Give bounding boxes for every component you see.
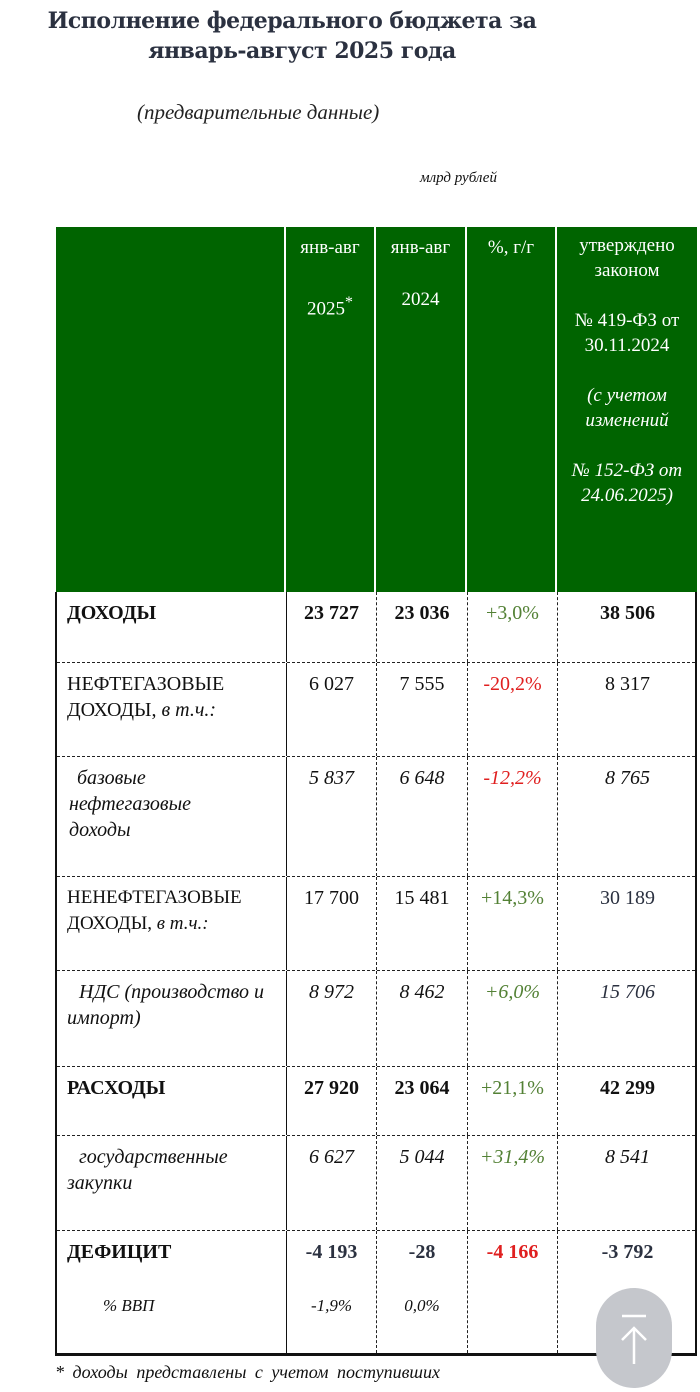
value-law: 8 765 (605, 767, 650, 789)
value-2025: 23 727 (287, 592, 377, 662)
value-2024: 5 044 (377, 1136, 468, 1230)
value-2025: 5 837 (287, 757, 377, 876)
arrow-up-to-top-icon (621, 1314, 647, 1364)
header-yoy: %, г/г (467, 227, 555, 592)
header-2024: янв-авг 2024 (376, 227, 465, 592)
value-2024: 15 481 (377, 877, 468, 970)
value-yoy: +6,0% (468, 971, 558, 1066)
table-row: базовые нефтегазовые доходы 5 837 6 648 … (57, 756, 695, 876)
subtitle: (предварительные данные) (137, 100, 380, 124)
value-2024: 8 462 (377, 971, 468, 1066)
value-yoy: +21,1% (468, 1067, 558, 1135)
row-label: государственные закупки (57, 1136, 287, 1230)
value-law: -3 792 (601, 1241, 654, 1263)
table-row: государственные закупки 6 627 5 044 +31,… (57, 1135, 695, 1230)
scroll-to-top-button[interactable] (596, 1288, 672, 1388)
value-law: 15 706 (600, 981, 655, 1003)
header-2025: янв-авг 2025* (286, 227, 374, 592)
header-law: утверждено законом № 419-ФЗ от 30.11.202… (557, 227, 697, 592)
units-label: млрд рублей (420, 170, 497, 186)
row-label: НДС (производство и импорт) (57, 971, 287, 1066)
table-row: НЕНЕФТЕГАЗОВЫЕ ДОХОДЫ, в т.ч.: 17 700 15… (57, 876, 695, 970)
footnote: * доходы представлены с учетом поступивш… (55, 1362, 440, 1382)
value-law: 8 317 (605, 673, 650, 695)
row-label: базовые нефтегазовые доходы (57, 757, 287, 876)
value-2025: 17 700 (287, 877, 377, 970)
value-2025: 6 627 (287, 1136, 377, 1230)
table-row: ДОХОДЫ 23 727 23 036 +3,0% 38 506 (57, 592, 695, 662)
value-yoy: +3,0% (468, 592, 558, 662)
table-row: ДЕФИЦИТ% ВВП -4 193 -1,9% -28 0,0% -4 166 … (57, 1230, 695, 1353)
value-2025: -4 193 -1,9% (287, 1231, 377, 1353)
row-label: НЕНЕФТЕГАЗОВЫЕ ДОХОДЫ, в т.ч.: (57, 877, 287, 970)
value-yoy: +14,3% (468, 877, 558, 970)
value-2025: 6 027 (287, 663, 377, 756)
value-2024: 23 036 (377, 592, 468, 662)
value-yoy: +31,4% (468, 1136, 558, 1230)
value-law: 30 189 (600, 887, 655, 909)
value-2024: 7 555 (377, 663, 468, 756)
header-label-cell (56, 227, 284, 592)
table-row: НДС (производство и импорт) 8 972 8 462 … (57, 970, 695, 1066)
value-yoy: -4 166 (468, 1231, 558, 1353)
value-2024: -28 0,0% (377, 1231, 468, 1353)
value-2025: 27 920 (287, 1067, 377, 1135)
table-row: НЕФТЕГАЗОВЫЕ ДОХОДЫ, в т.ч.: 6 027 7 555… (57, 662, 695, 756)
row-label: НЕФТЕГАЗОВЫЕ ДОХОДЫ, в т.ч.: (57, 663, 287, 756)
budget-table: ДОХОДЫ 23 727 23 036 +3,0% 38 506 НЕФТЕГ… (55, 592, 697, 1356)
value-law: 38 506 (600, 602, 655, 624)
page-title: Исполнение федерального бюджета за январь… (47, 8, 537, 64)
value-2024: 6 648 (377, 757, 468, 876)
value-yoy: -20,2% (468, 663, 558, 756)
table-row: РАСХОДЫ 27 920 23 064 +21,1% 42 299 (57, 1066, 695, 1135)
row-label: ДОХОДЫ (57, 592, 287, 662)
value-2025: 8 972 (287, 971, 377, 1066)
value-law: 8 541 (605, 1146, 650, 1168)
row-label: ДЕФИЦИТ% ВВП (57, 1231, 287, 1353)
row-label: РАСХОДЫ (57, 1067, 287, 1135)
value-2024: 23 064 (377, 1067, 468, 1135)
value-yoy: -12,2% (468, 757, 558, 876)
value-law: 42 299 (600, 1077, 655, 1099)
